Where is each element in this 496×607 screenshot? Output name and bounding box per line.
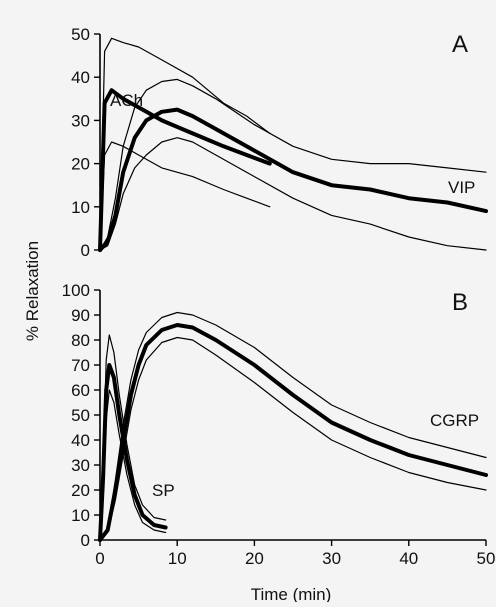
x-axis-title: Time (min) xyxy=(251,585,332,602)
panel-b-ytick-label: 80 xyxy=(71,331,90,350)
panel-a-ach-lower-line xyxy=(99,141,271,251)
panel-a-ytick-label: 50 xyxy=(71,25,90,44)
panel-b-ytick-label: 50 xyxy=(71,406,90,425)
panel-b-xtick-label: 20 xyxy=(245,549,264,568)
panel-b-ytick-label: 20 xyxy=(71,481,90,500)
panel-b-letter: B xyxy=(452,289,468,316)
panel-b-cgrp-lower-line xyxy=(99,336,487,541)
sp-label: SP xyxy=(152,481,175,500)
panel-b-xtick-label: 40 xyxy=(399,549,418,568)
panel-b-ytick-label: 100 xyxy=(62,281,90,300)
panel-b-xtick-label: 50 xyxy=(477,549,496,568)
panel-b-ytick-label: 60 xyxy=(71,381,90,400)
panel-b-xtick-label: 30 xyxy=(322,549,341,568)
panel-a-ytick-label: 30 xyxy=(71,111,90,130)
panel-b-cgrp-mean-line xyxy=(98,323,488,542)
panel-a-ytick-label: 0 xyxy=(81,241,90,260)
panel-a-ytick-label: 10 xyxy=(71,198,90,217)
panel-b-xtick-label: 0 xyxy=(95,549,104,568)
panel-a-ytick-label: 40 xyxy=(71,68,90,87)
panel-b-sp-upper-line xyxy=(99,334,167,541)
panel-b-ytick-label: 10 xyxy=(71,506,90,525)
y-axis-title: % Relaxation xyxy=(23,241,42,341)
panel-a-vip-lower-line xyxy=(99,137,487,251)
panel-b-cgrp-upper-line xyxy=(99,311,487,541)
panel-b-sp-lower-line xyxy=(99,389,167,541)
traces-layer xyxy=(98,37,488,542)
panel-b-ytick-label: 0 xyxy=(81,531,90,550)
panel-a-ach-upper-line xyxy=(99,37,271,251)
panel-b-ytick-label: 30 xyxy=(71,456,90,475)
panel-b-ytick-label: 40 xyxy=(71,431,90,450)
panel-b-ytick-label: 70 xyxy=(71,356,90,375)
panel-b-xtick-label: 10 xyxy=(168,549,187,568)
panel-a-vip-upper-line xyxy=(99,78,487,251)
ticks-layer: 0 10 20 30 40 50 0 10 20 30 40 50 60 70 80 90 100 0 10 20 30… xyxy=(62,25,496,568)
panel-a-letter: A xyxy=(452,31,468,58)
panel-a-vip-mean-line xyxy=(98,107,488,252)
panel-a-ach-mean-line xyxy=(98,88,272,252)
panel-b: B SP CGRP xyxy=(99,289,486,541)
panel-b-sp-mean-line xyxy=(98,363,168,542)
panel-a-ytick-label: 20 xyxy=(71,155,90,174)
vip-label: VIP xyxy=(448,178,475,197)
cgrp-label: CGRP xyxy=(430,411,479,430)
panel-b-ytick-label: 90 xyxy=(71,306,90,325)
panel-a: A ACh VIP xyxy=(99,31,475,250)
